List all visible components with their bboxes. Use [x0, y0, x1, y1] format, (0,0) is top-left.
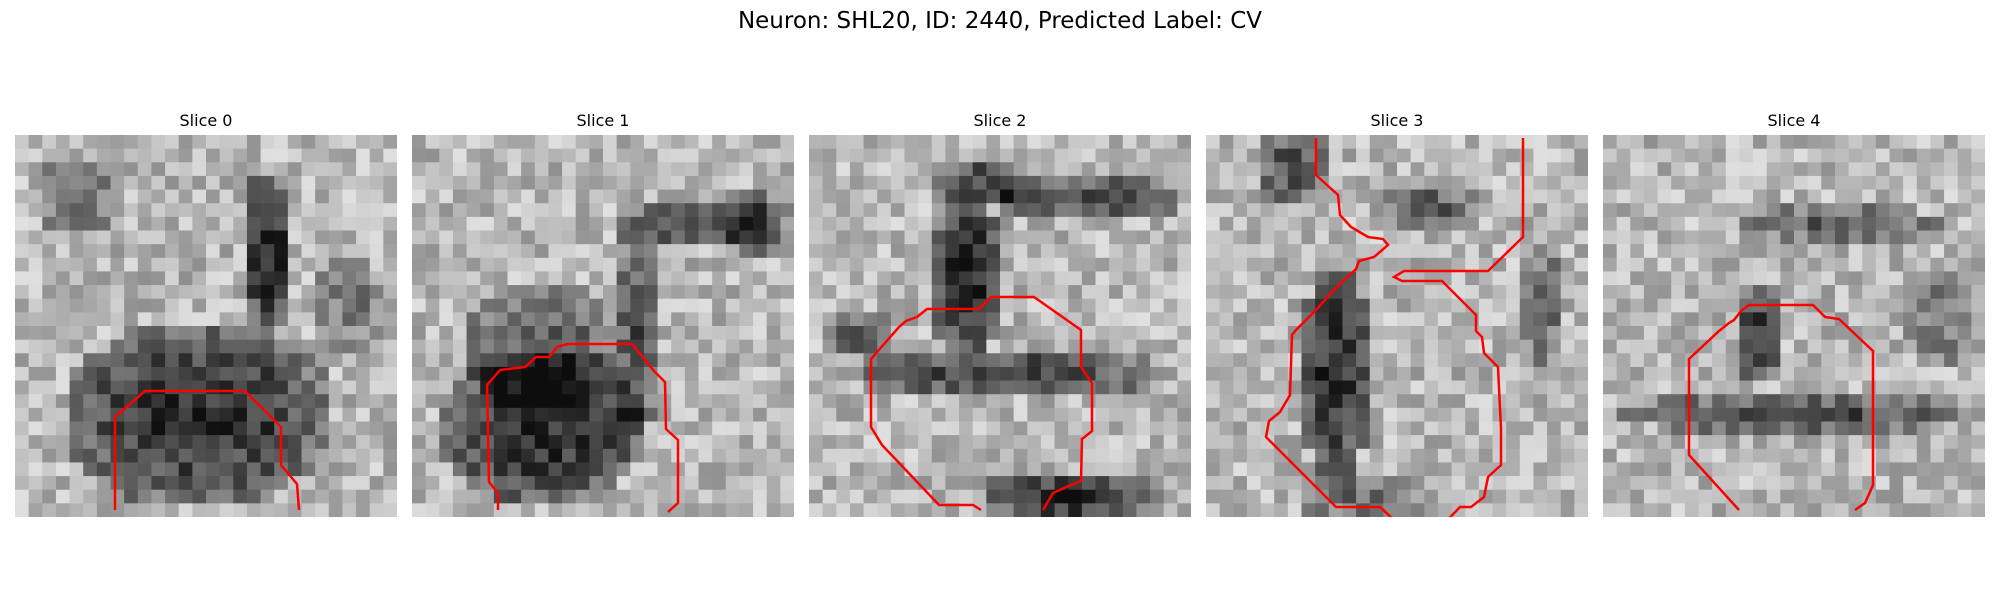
grayscale-tiles [1603, 135, 1985, 517]
figure-title: Neuron: SHL20, ID: 2440, Predicted Label… [0, 8, 2000, 34]
slice-panel-4: Slice 4 [1603, 109, 1985, 517]
grayscale-tiles [809, 135, 1191, 517]
slice-title: Slice 2 [809, 109, 1191, 133]
slice-panel-0: Slice 0 [15, 109, 397, 517]
grayscale-tiles [1206, 135, 1588, 517]
slice-title: Slice 4 [1603, 109, 1985, 133]
grayscale-tiles [412, 135, 794, 517]
slice-panel-2: Slice 2 [809, 109, 1191, 517]
slice-title: Slice 1 [412, 109, 794, 133]
slice-title: Slice 0 [15, 109, 397, 133]
slice-image [412, 135, 794, 517]
slice-image [809, 135, 1191, 517]
slice-image [1603, 135, 1985, 517]
slice-image [1206, 135, 1588, 517]
grayscale-tiles [15, 135, 397, 517]
slice-image [15, 135, 397, 517]
slice-title: Slice 3 [1206, 109, 1588, 133]
slice-panel-1: Slice 1 [412, 109, 794, 517]
slice-panel-3: Slice 3 [1206, 109, 1588, 517]
